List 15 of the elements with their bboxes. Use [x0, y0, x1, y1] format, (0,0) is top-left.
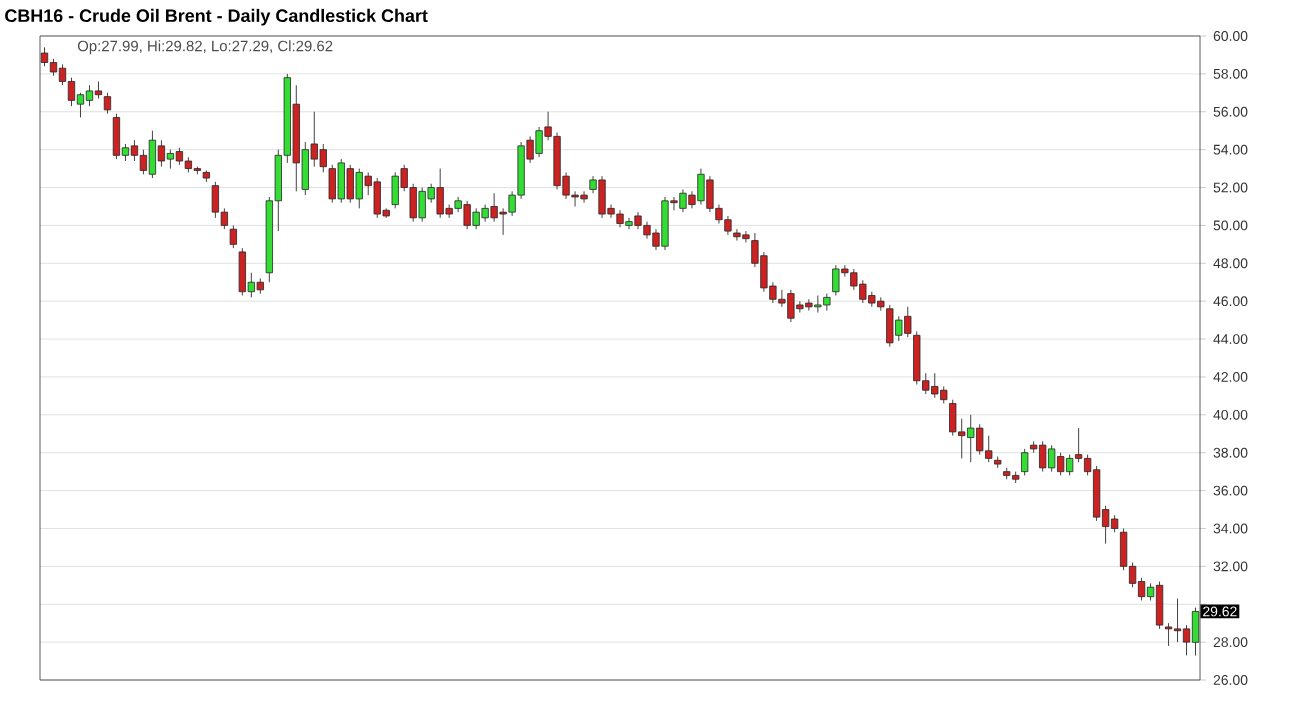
candlestick [112, 113, 121, 160]
candlestick [103, 92, 112, 115]
candlestick [1173, 598, 1182, 643]
candlestick [1191, 607, 1200, 657]
candlestick [1021, 448, 1029, 476]
candlestick [1155, 581, 1164, 630]
candlestick [229, 224, 237, 249]
candlestick [166, 149, 175, 170]
chart-title: CBH16 - Crude Oil Brent - Daily Candlestick Chart [5, 8, 428, 26]
candlestick [148, 130, 157, 179]
candlestick [1164, 622, 1173, 647]
candlestick [157, 139, 166, 168]
candlestick [1092, 465, 1101, 522]
candlestick [40, 46, 49, 67]
candlestick [85, 84, 94, 107]
